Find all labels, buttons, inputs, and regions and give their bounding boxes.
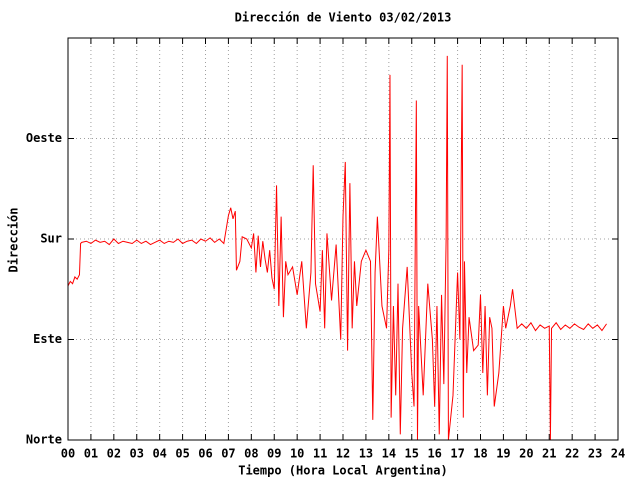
x-tick-label: 02 <box>107 447 121 461</box>
data-line <box>67 55 607 441</box>
chart-title: Dirección de Viento 03/02/2013 <box>235 11 452 25</box>
x-tick-label: 20 <box>519 447 533 461</box>
x-tick-label: 09 <box>267 447 281 461</box>
plot-border <box>67 37 619 441</box>
x-tick-label: 15 <box>405 447 419 461</box>
y-tick-label: Norte <box>26 433 62 447</box>
x-tick-label: 17 <box>450 447 464 461</box>
x-tick-label: 01 <box>84 447 98 461</box>
y-tick-label: Este <box>33 332 62 346</box>
y-tick-label: Sur <box>40 232 62 246</box>
x-tick-label: 13 <box>359 447 373 461</box>
x-tick-label: 12 <box>336 447 350 461</box>
x-tick-label: 22 <box>565 447 579 461</box>
x-tick-label: 03 <box>130 447 144 461</box>
x-axis-label: Tiempo (Hora Local Argentina) <box>238 464 448 478</box>
x-tick-label: 24 <box>611 447 625 461</box>
x-tick-label: 04 <box>152 447 166 461</box>
y-axis-label: Dirección <box>7 207 21 272</box>
x-tick-label: 19 <box>496 447 510 461</box>
x-tick-label: 05 <box>175 447 189 461</box>
x-tick-label: 21 <box>542 447 556 461</box>
x-tick-label: 10 <box>290 447 304 461</box>
x-tick-label: 11 <box>313 447 327 461</box>
x-tick-label: 08 <box>244 447 258 461</box>
x-tick-label: 14 <box>382 447 396 461</box>
y-tick-label: Oeste <box>26 131 62 145</box>
x-tick-label: 18 <box>473 447 487 461</box>
x-tick-label: 06 <box>198 447 212 461</box>
x-tick-label: 23 <box>588 447 602 461</box>
x-tick-label: 16 <box>427 447 441 461</box>
x-tick-label: 07 <box>221 447 235 461</box>
x-tick-label: 00 <box>61 447 75 461</box>
